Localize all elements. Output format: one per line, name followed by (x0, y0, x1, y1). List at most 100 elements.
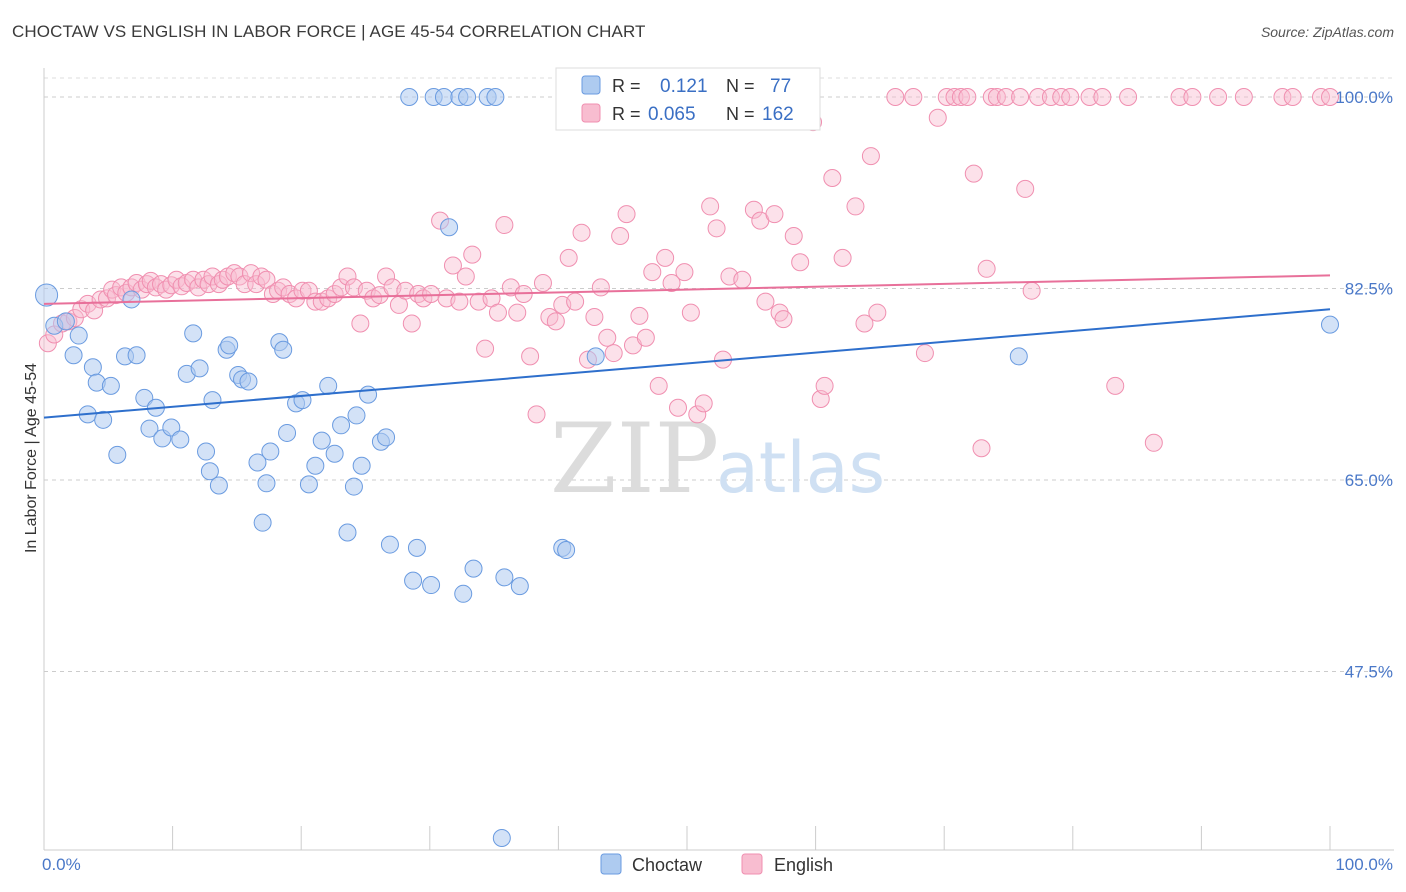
choctaw-point-56 (400, 88, 419, 106)
choctaw-point-41 (299, 475, 318, 494)
choctaw-point-42 (306, 456, 325, 475)
english-point-147 (1016, 179, 1035, 198)
english-point-94 (604, 344, 623, 363)
english-trend-line (43, 274, 1331, 305)
english-point-96 (617, 205, 636, 224)
choctaw-point-14 (135, 388, 154, 407)
english-point-105 (675, 263, 694, 282)
english-point-148 (1022, 281, 1041, 300)
trend-lines (43, 274, 1331, 419)
watermark-atlas: atlas (716, 427, 885, 509)
english-point-114 (744, 200, 763, 219)
english-point-150 (1041, 88, 1060, 106)
english-point-145 (996, 88, 1015, 106)
bottom-label-choctaw: Choctaw (632, 855, 703, 875)
choctaw-point-4 (69, 326, 88, 345)
choctaw-point-48 (344, 477, 363, 496)
choctaw-point-54 (380, 535, 399, 554)
choctaw-point-53 (377, 428, 396, 447)
choctaw-point-21 (184, 324, 203, 343)
english-point-71 (456, 267, 475, 286)
choctaw-point-49 (347, 406, 366, 425)
english-point-92 (591, 278, 610, 297)
choctaw-point-64 (458, 88, 477, 106)
english-point-127 (833, 248, 852, 267)
english-point-30 (203, 267, 222, 286)
choctaw-point-57 (407, 538, 426, 557)
legend-r-value-english: 0.065 (648, 104, 696, 125)
english-point-66 (422, 284, 441, 303)
choctaw-point-23 (197, 442, 216, 461)
choctaw-point-19 (171, 430, 190, 449)
english-point-134 (915, 344, 934, 363)
english-point-109 (701, 197, 720, 216)
choctaw-point-50 (352, 456, 371, 475)
english-point-47 (299, 281, 318, 300)
choctaw-point-76 (1009, 347, 1028, 366)
legend-swatch-english (581, 103, 601, 123)
english-point-130 (861, 147, 880, 166)
english-point-82 (527, 405, 546, 424)
y-tick-label-3: 100.0% (1335, 88, 1393, 107)
choctaw-point-40 (293, 391, 312, 410)
choctaw-point-72 (557, 541, 576, 560)
english-point-77 (495, 216, 514, 235)
english-point-79 (508, 303, 527, 322)
english-point-59 (377, 267, 396, 286)
choctaw-trend-line (43, 308, 1331, 419)
english-point-144 (987, 88, 1006, 106)
english-point-63 (402, 314, 421, 333)
english-point-101 (649, 376, 668, 395)
legend-n-value-english: 162 (762, 104, 794, 125)
english-point-107 (688, 405, 707, 424)
english-point-103 (662, 274, 681, 293)
english-point-104 (668, 398, 687, 417)
english-point-55 (351, 314, 370, 333)
axes (43, 68, 1394, 851)
english-point-116 (756, 292, 775, 311)
y-tick-label-0: 47.5% (1345, 663, 1393, 682)
english-point-93 (598, 328, 617, 347)
english-point-126 (823, 168, 842, 187)
choctaw-point-9 (101, 376, 120, 395)
english-point-157 (1144, 433, 1163, 452)
source-label: Source: ZipAtlas.com (1260, 24, 1394, 40)
x-tick-label-1: 100.0% (1335, 855, 1393, 874)
english-point-133 (904, 88, 923, 106)
legend-n-label-choctaw: N = (726, 76, 755, 96)
english-point-164 (1311, 88, 1330, 106)
choctaw-point-44 (319, 376, 338, 395)
english-point-165 (1321, 88, 1339, 106)
choctaw-point-28 (220, 336, 239, 355)
english-point-129 (855, 314, 874, 333)
choctaw-point-33 (253, 513, 272, 532)
choctaw-point-10 (108, 445, 127, 464)
english-point-158 (1170, 88, 1189, 106)
choctaw-point-77 (1321, 315, 1339, 334)
english-point-81 (521, 347, 540, 366)
stats-legend: R = 0.121 N = 77 R = 0.065 N = 162 (555, 67, 821, 131)
english-point-37 (242, 264, 261, 283)
y-tick-label-2: 82.5% (1345, 280, 1393, 299)
english-point-152 (1061, 88, 1080, 106)
english-point-155 (1106, 376, 1125, 395)
english-point-135 (928, 108, 947, 127)
english-point-119 (774, 310, 793, 329)
english-point-83 (533, 274, 552, 293)
english-point-146 (1011, 88, 1030, 106)
english-point-98 (630, 306, 649, 325)
english-point-88 (566, 292, 585, 311)
choctaw-point-32 (248, 453, 267, 472)
english-point-76 (488, 303, 507, 322)
english-point-74 (476, 339, 495, 358)
legend-r-value-choctaw: 0.121 (660, 76, 708, 97)
choctaw-point-65 (464, 559, 483, 578)
english-point-117 (765, 205, 784, 224)
watermark-zip: ZIP (550, 403, 719, 515)
chart-title: CHOCTAW VS ENGLISH IN LABOR FORCE | AGE … (12, 22, 646, 41)
y-axis-label: In Labor Force | Age 45-54 (23, 363, 40, 553)
english-point-99 (636, 328, 655, 347)
choctaw-point-6 (83, 358, 102, 377)
choctaw-point-2 (56, 312, 75, 331)
english-point-153 (1080, 88, 1099, 106)
